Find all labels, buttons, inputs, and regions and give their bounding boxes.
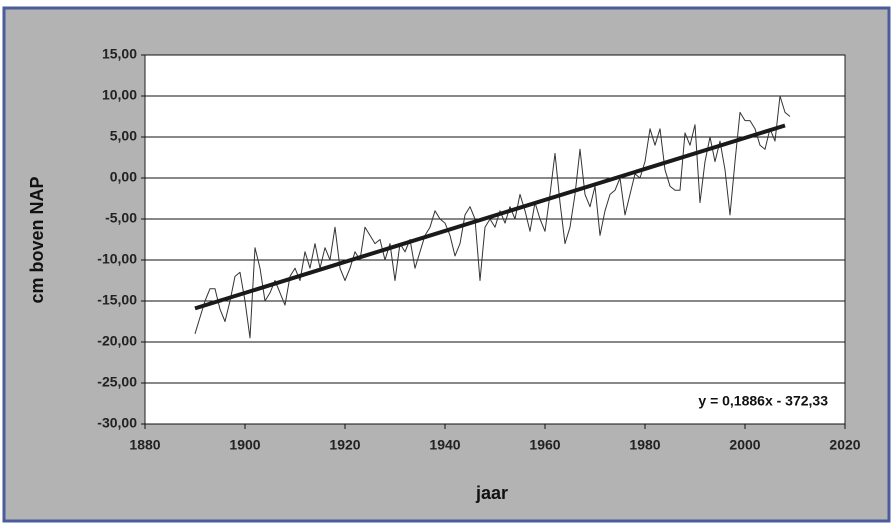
x-tick-label: 1900	[229, 437, 260, 453]
y-tick-label: -5,00	[105, 210, 137, 226]
data-line	[194, 95, 791, 339]
data-line	[194, 123, 786, 311]
y-tick-label: 5,00	[110, 128, 137, 144]
y-tick-label: 15,00	[102, 46, 137, 62]
y-tick-label: -15,00	[97, 292, 137, 308]
x-tick-label: 1920	[329, 437, 360, 453]
x-tick-label: 2020	[829, 437, 860, 453]
y-axis-label: cm boven NAP	[27, 176, 47, 303]
x-tick-label: 1880	[129, 437, 160, 453]
y-tick-label: -20,00	[97, 333, 137, 349]
trend-equation: y = 0,1886x - 372,33	[698, 393, 828, 409]
x-axis-label: jaar	[475, 483, 508, 503]
x-tick-label: 2000	[729, 437, 760, 453]
plot-area	[144, 54, 846, 425]
y-tick-label: 10,00	[102, 87, 137, 103]
y-tick-label: -10,00	[97, 251, 137, 267]
x-tick-label: 1980	[629, 437, 660, 453]
x-tick-label: 1960	[529, 437, 560, 453]
x-tick-label: 1940	[429, 437, 460, 453]
y-tick-label: -25,00	[97, 374, 137, 390]
y-tick-label: 0,00	[110, 169, 137, 185]
y-tick-label: -30,00	[97, 415, 137, 431]
